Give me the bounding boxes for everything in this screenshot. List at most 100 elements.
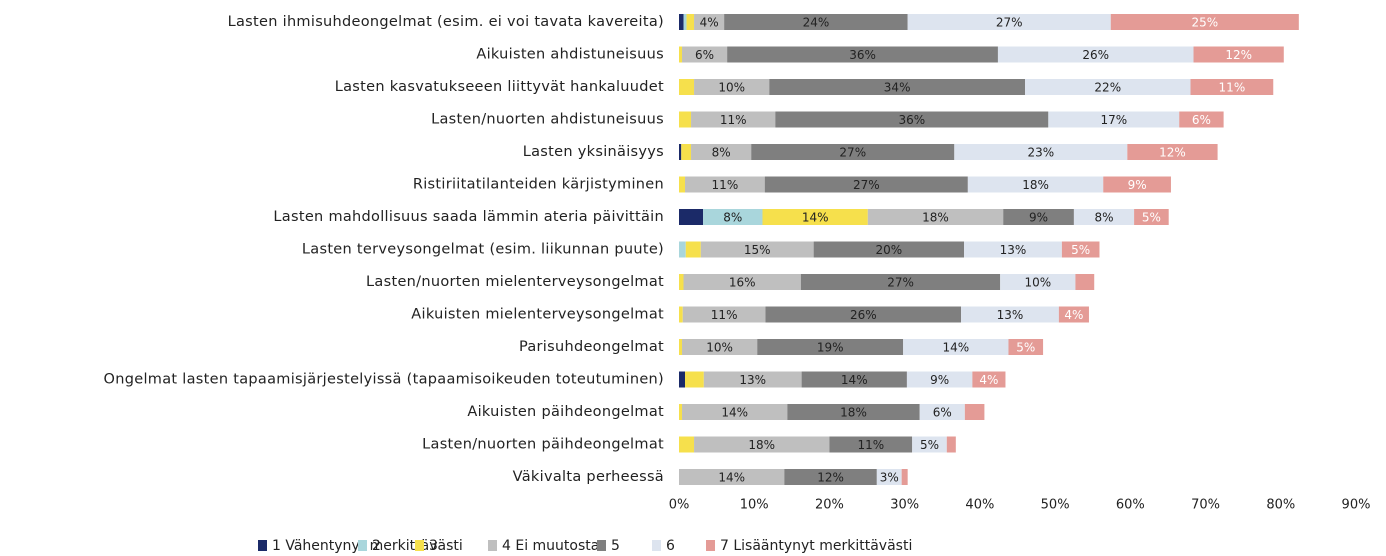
value-label: 25% [1191, 16, 1218, 30]
bar-segment [876, 469, 902, 485]
value-label: 8% [712, 146, 731, 160]
bar-segment [694, 79, 770, 95]
bar-segment [1003, 209, 1074, 225]
bar-segment [685, 371, 704, 388]
bar-segment [682, 306, 766, 323]
legend-label: 5 [611, 538, 620, 554]
x-tick-label: 80% [1266, 498, 1295, 513]
value-label: 5% [1016, 341, 1035, 355]
category-label: Aikuisten mielenterveysongelmat [411, 307, 664, 323]
category-label: Lasten ihmisuhdeongelmat (esim. ei voi t… [228, 14, 664, 30]
value-label: 18% [922, 211, 949, 225]
bar-segment [703, 371, 802, 388]
x-tick-label: 30% [890, 498, 919, 513]
x-tick-label: 60% [1116, 498, 1145, 513]
bar-segment [901, 469, 908, 485]
value-label: 18% [1022, 178, 1049, 192]
value-label: 8% [1094, 211, 1113, 225]
value-label: 14% [802, 211, 829, 225]
bar-segment [1000, 274, 1076, 290]
bar-segment [972, 371, 1006, 388]
bar-segment [961, 306, 1059, 323]
category-label: Väkivalta perheessä [513, 469, 664, 485]
bar-segment [681, 144, 692, 160]
bar-segment [967, 176, 1104, 193]
category-label: Lasten yksinäisyys [523, 144, 664, 160]
bar-segment [682, 339, 758, 355]
bar-segment [964, 404, 985, 420]
bar-segment [679, 111, 692, 128]
legend-label: 7 Lisääntynyt merkittävästi [720, 538, 912, 554]
value-label: 14% [942, 341, 969, 355]
bar-segment [813, 241, 965, 258]
bar-segment [1193, 46, 1284, 63]
bar-segment [762, 209, 868, 225]
bar-segment [775, 111, 1049, 128]
value-label: 4% [700, 16, 719, 30]
bar-segment [679, 274, 684, 290]
bar-segment [1179, 111, 1224, 128]
value-label: 4% [1064, 308, 1083, 322]
value-label: 9% [1128, 178, 1147, 192]
bar-segment [1061, 241, 1100, 258]
value-label: 23% [1027, 146, 1054, 160]
legend-swatch [415, 540, 424, 551]
bar-segment [829, 436, 913, 453]
bar-segment [679, 79, 695, 95]
value-label: 20% [876, 243, 903, 257]
category-label: Lasten terveysongelmat (esim. liikunnan … [302, 242, 664, 258]
bar-segment [1075, 274, 1095, 290]
value-label: 6% [1192, 113, 1211, 127]
category-label: Lasten kasvatukseeen liittyvät hankaluud… [335, 79, 664, 95]
bar-segment [964, 241, 1062, 258]
x-tick-label: 20% [815, 498, 844, 513]
bar-segment [903, 339, 1009, 355]
bar-segment [784, 469, 877, 485]
bar-segment [703, 209, 763, 225]
bar-segment [1008, 339, 1044, 355]
bar-segment [685, 241, 701, 258]
bar-segment [679, 436, 695, 453]
value-label: 10% [1024, 276, 1051, 290]
category-label: Ristiriitatilanteiden kärjistyminen [413, 177, 664, 193]
bar-segment [946, 436, 956, 453]
value-label: 26% [850, 308, 877, 322]
bar-segment [679, 241, 686, 258]
bar-segment [907, 14, 1111, 30]
value-label: 27% [887, 276, 914, 290]
value-label: 5% [1071, 243, 1090, 257]
value-label: 19% [817, 341, 844, 355]
x-tick-label: 0% [669, 498, 690, 513]
value-label: 36% [849, 48, 876, 62]
value-label: 14% [721, 406, 748, 420]
value-label: 4% [979, 373, 998, 387]
bar-segment [757, 339, 904, 355]
bar-segment [679, 339, 683, 355]
bar-segment [683, 274, 801, 290]
value-label: 13% [739, 373, 766, 387]
bar-segment [1110, 14, 1299, 30]
category-label: Ongelmat lasten tapaamisjärjestelyissä (… [104, 372, 664, 388]
value-label: 12% [1159, 146, 1186, 160]
bar-segment [1134, 209, 1169, 225]
legend-swatch [358, 540, 367, 551]
value-label: 14% [718, 471, 745, 485]
bar-segment [679, 176, 686, 193]
bar-segment [906, 371, 973, 388]
bar-segment [691, 111, 776, 128]
value-label: 12% [1225, 48, 1252, 62]
x-tick-label: 90% [1342, 498, 1371, 513]
value-label: 14% [841, 373, 868, 387]
value-label: 18% [748, 438, 775, 452]
bar-segment [1048, 111, 1180, 128]
legend-swatch [597, 540, 606, 551]
value-label: 17% [1100, 113, 1127, 127]
bar-segment [800, 274, 1001, 290]
bar-segment [694, 436, 830, 453]
value-label: 11% [857, 438, 884, 452]
value-label: 27% [853, 178, 880, 192]
value-label: 6% [695, 48, 714, 62]
legend-swatch [706, 540, 715, 551]
bar-segment [1127, 144, 1218, 160]
value-label: 11% [712, 178, 739, 192]
